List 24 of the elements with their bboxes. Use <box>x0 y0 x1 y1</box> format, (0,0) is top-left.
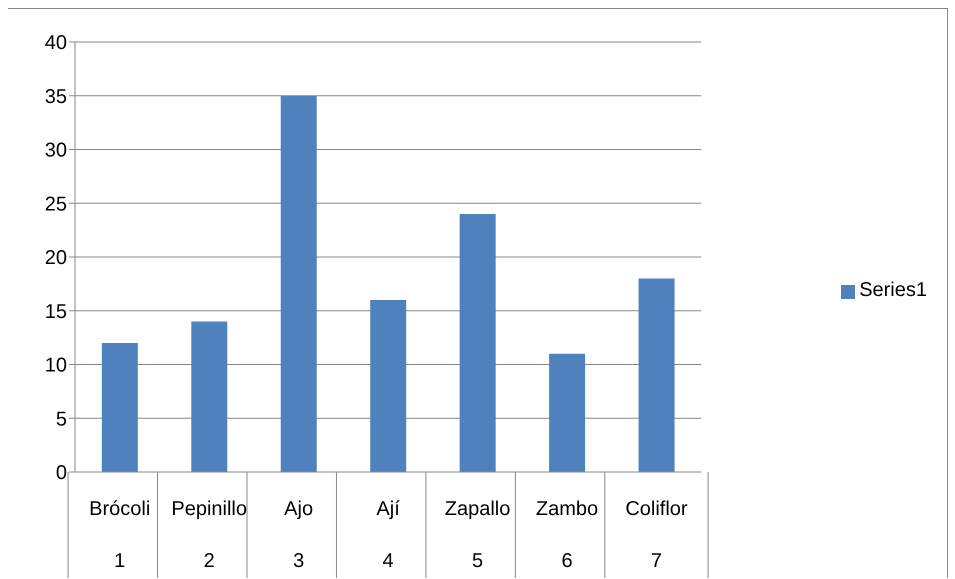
bar <box>102 343 138 472</box>
category-label: Coliflor 7 <box>625 498 688 572</box>
y-tick-label: 15 <box>44 300 67 323</box>
bar <box>280 96 317 472</box>
bar <box>549 354 586 472</box>
y-tick-label: 25 <box>44 193 67 216</box>
category-label: Brócoli 1 <box>89 498 150 572</box>
category-label: Zapallo 5 <box>444 498 510 572</box>
category-label: Pepinillo 2 <box>171 498 247 572</box>
y-tick-label: 0 <box>56 462 67 484</box>
y-tick-label: 30 <box>44 140 67 162</box>
bar <box>638 278 675 472</box>
y-tick-label: 35 <box>44 86 67 108</box>
bar <box>191 322 228 472</box>
y-tick-label: 5 <box>56 408 67 430</box>
category-label: Ají 4 <box>376 498 400 572</box>
legend-label: Series1 <box>859 279 927 301</box>
y-tick-label: 40 <box>44 32 67 54</box>
y-tick-label: 20 <box>44 247 67 270</box>
category-label: Ajo 3 <box>284 498 314 572</box>
y-tick-label: 10 <box>44 354 67 377</box>
bar <box>370 300 406 472</box>
category-label: Zambo 6 <box>536 498 598 572</box>
bar <box>460 214 496 472</box>
